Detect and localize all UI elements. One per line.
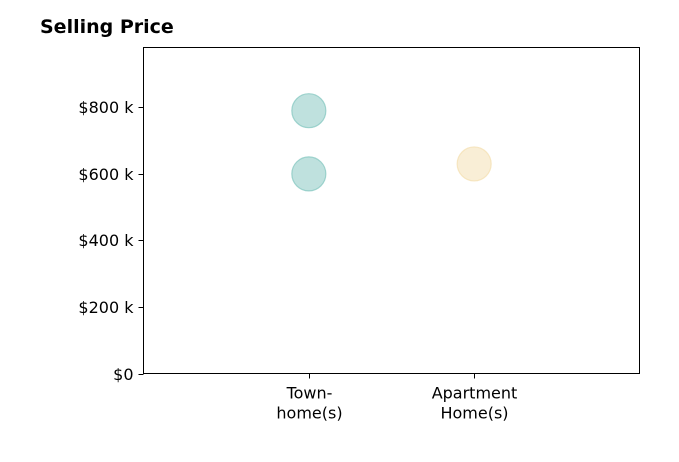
x-tick-label: home(s) — [276, 404, 342, 423]
x-tick-label: Home(s) — [440, 404, 508, 423]
y-tick-label: $800 k — [78, 98, 134, 117]
data-points — [291, 93, 492, 192]
y-axis: $0 $200 k $400 k $600 k $800 k — [78, 98, 144, 384]
plot-frame — [143, 47, 640, 374]
y-tick-label: $0 — [113, 365, 133, 384]
x-tick-label: Apartment — [432, 384, 518, 403]
chart-title: Selling Price — [40, 16, 174, 38]
y-tick-label: $200 k — [78, 298, 134, 317]
y-tick-label: $600 k — [78, 165, 134, 184]
data-point — [291, 156, 327, 192]
y-tick-label: $400 k — [78, 231, 134, 250]
data-point — [291, 93, 327, 129]
x-tick-label: Town- — [286, 384, 333, 403]
data-point — [456, 146, 492, 182]
